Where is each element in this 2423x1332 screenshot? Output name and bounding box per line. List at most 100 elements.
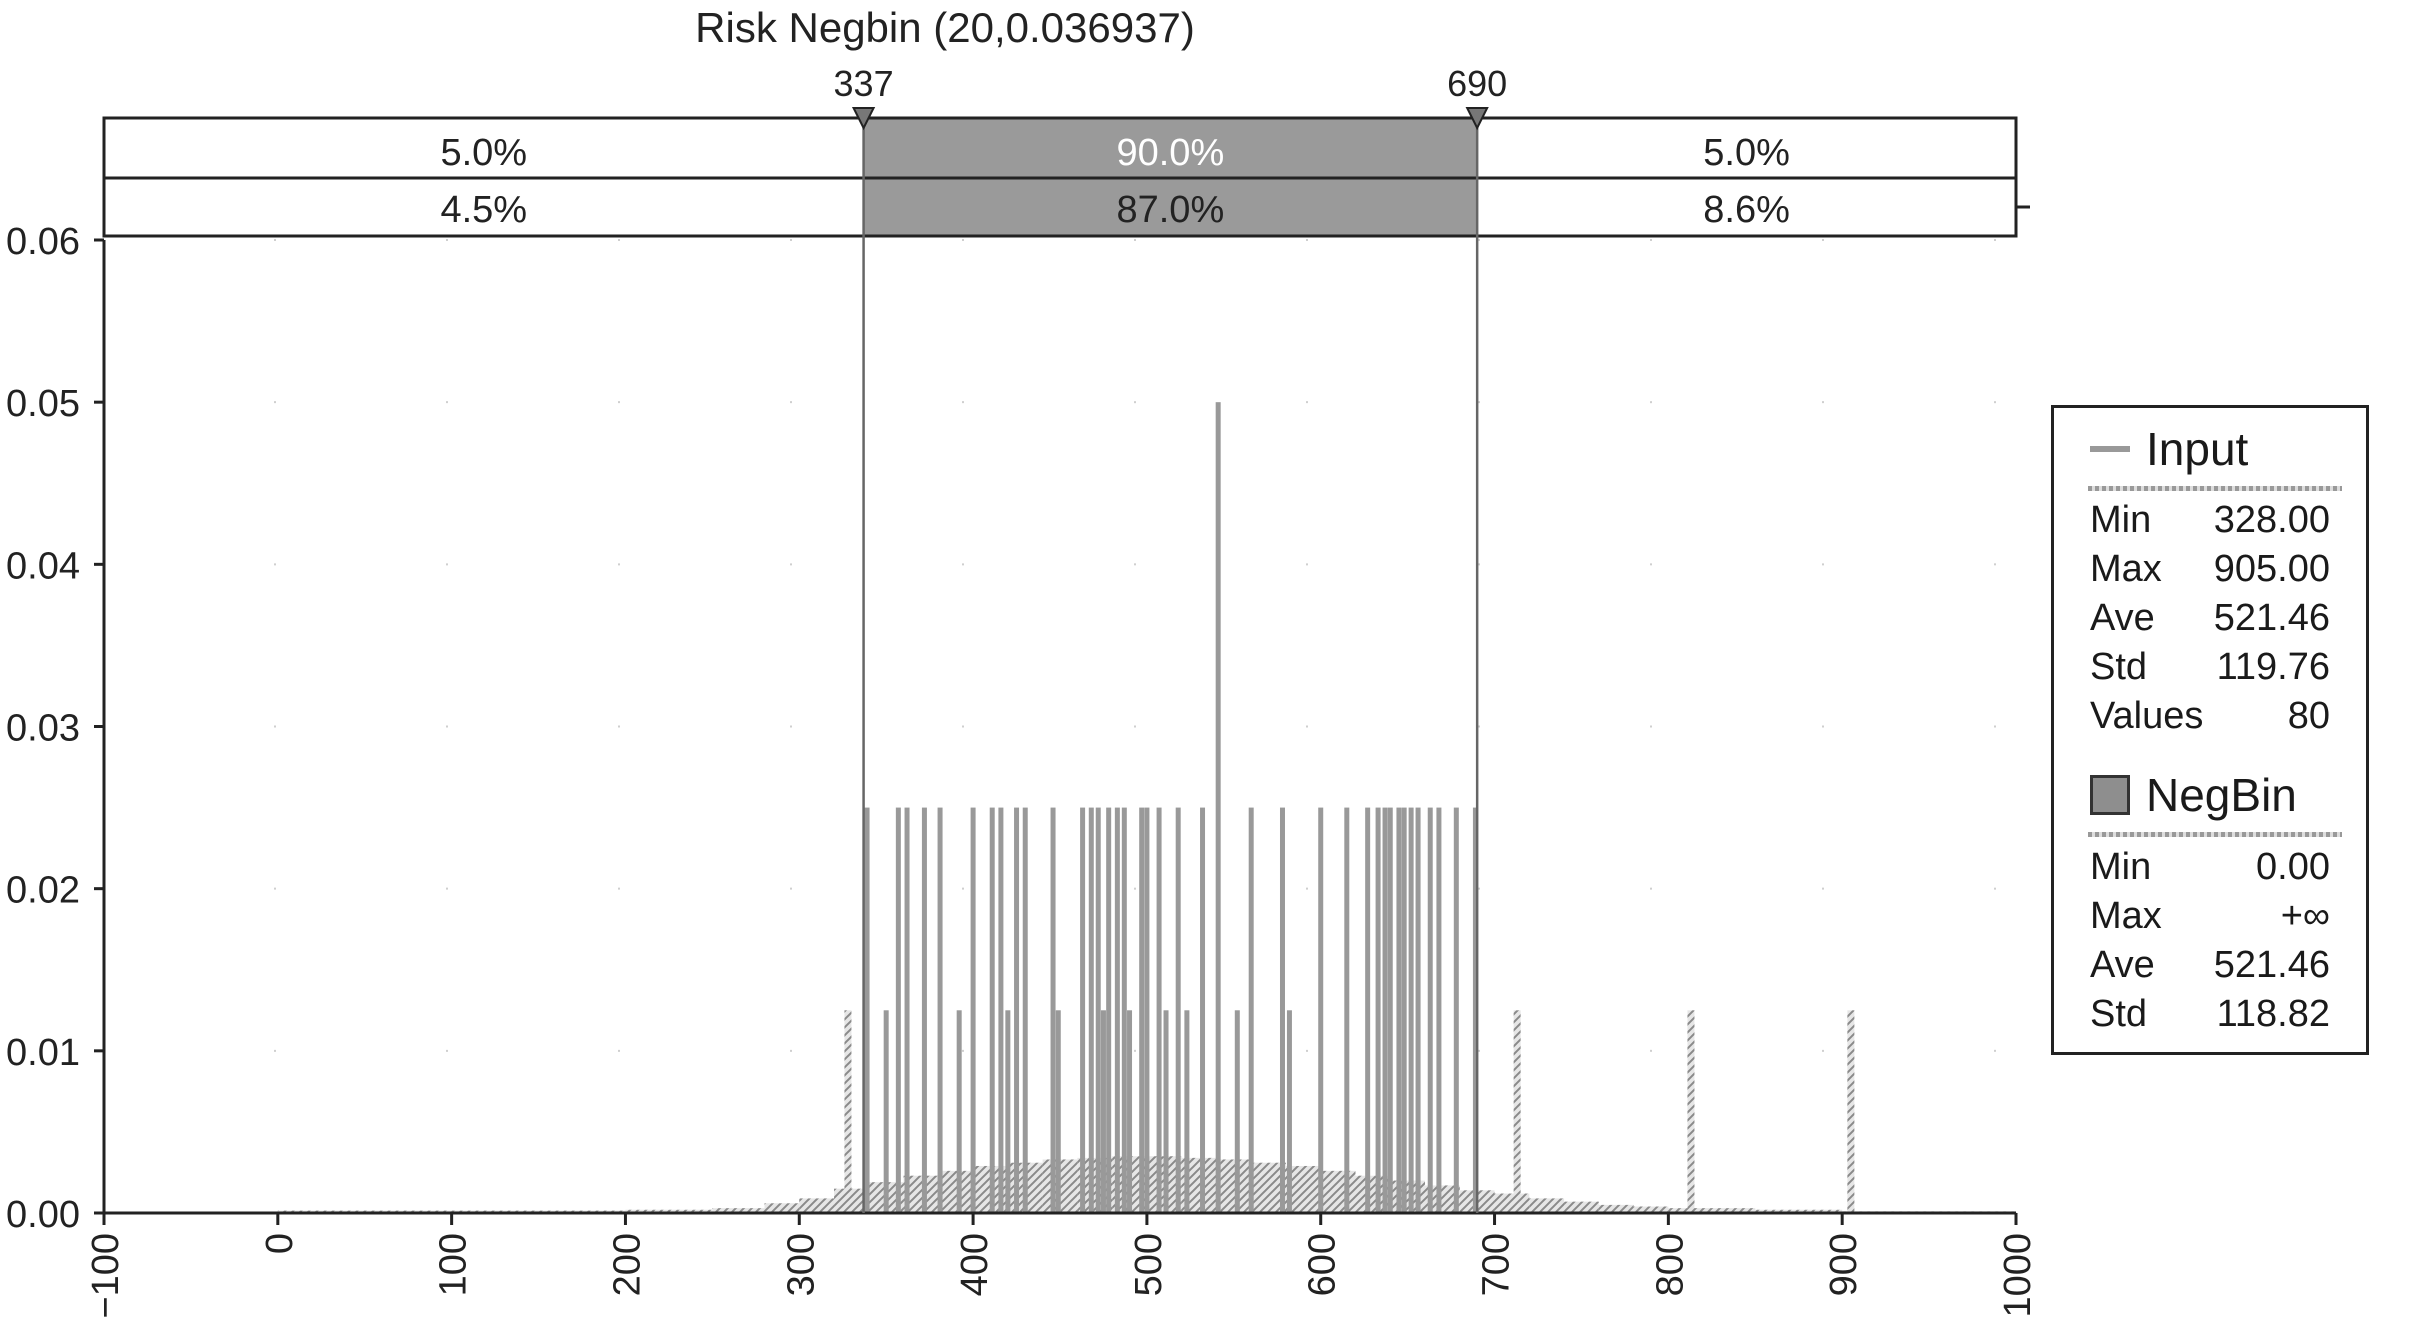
legend-stat-value: 119.76 xyxy=(2216,646,2330,688)
input-bar xyxy=(1453,807,1459,1213)
legend-divider xyxy=(2088,832,2342,837)
input-bar xyxy=(1248,807,1254,1213)
legend-stat-row: Std 118.82 xyxy=(2090,992,2330,1036)
input-bar xyxy=(1401,807,1407,1213)
input-bar xyxy=(1387,807,1393,1213)
input-bar xyxy=(1344,807,1350,1213)
x-tick-label: 0 xyxy=(259,1233,301,1254)
legend-stat-value: 521.46 xyxy=(2213,597,2330,639)
input-bar xyxy=(956,1010,962,1213)
x-tick-label: 600 xyxy=(1302,1233,1344,1296)
negbin-mark xyxy=(1755,1209,1843,1213)
band-label: 87.0% xyxy=(1116,189,1224,231)
input-bar xyxy=(1114,807,1120,1213)
legend-stat-value: 521.46 xyxy=(2213,944,2330,986)
input-bar xyxy=(1513,1010,1521,1213)
x-tick-label: 100 xyxy=(433,1233,475,1296)
input-bar xyxy=(1286,1010,1292,1213)
legend-stat-row: Ave 521.46 xyxy=(2090,596,2330,640)
input-bar xyxy=(904,807,910,1213)
legend-stat-value: 328.00 xyxy=(2213,499,2330,541)
negbin-mark xyxy=(1494,1193,1530,1213)
legend-stat-value: +∞ xyxy=(2280,895,2330,937)
input-bar xyxy=(1014,807,1020,1213)
input-bar xyxy=(1100,1010,1106,1213)
band-label: 8.6% xyxy=(1703,189,1790,231)
input-bar xyxy=(1436,807,1442,1213)
y-tick-label: 0.06 xyxy=(6,221,80,263)
input-bar xyxy=(1175,807,1181,1213)
input-bar xyxy=(1200,807,1206,1213)
input-bar xyxy=(1088,807,1094,1213)
legend-stat-value: 80 xyxy=(2287,695,2330,737)
legend-negbin-name: NegBin xyxy=(2146,769,2297,821)
legend-stat-row: Max +∞ xyxy=(2090,894,2330,938)
axes: 0.00 0.01 0.02 0.03 0.04 0.05 0.06 −100 0 100 200 3… xyxy=(6,221,2039,1319)
input-bar xyxy=(1184,1010,1190,1213)
input-bar xyxy=(1375,807,1381,1213)
input-bar xyxy=(989,807,995,1213)
legend-stat-row: Std 119.76 xyxy=(2090,645,2330,689)
legend-input-swatch xyxy=(2090,446,2130,452)
band-label: 4.5% xyxy=(440,189,527,231)
legend-stat-label: Std xyxy=(2090,646,2148,688)
input-bar xyxy=(1106,807,1112,1213)
legend: Input Min 328.00 Max 905.00 Ave 521.46 Std 119.… xyxy=(2051,405,2369,1055)
marker-triangle xyxy=(851,107,876,131)
legend-input-name: Input xyxy=(2146,423,2249,475)
negbin-mark xyxy=(712,1208,765,1213)
negbin-mark xyxy=(799,1198,835,1213)
input-bar xyxy=(1127,1010,1133,1213)
legend-negbin-title: NegBin xyxy=(2090,768,2297,822)
legend-stat-value: 118.82 xyxy=(2216,993,2330,1035)
y-tick-label: 0.03 xyxy=(6,708,80,750)
input-bar xyxy=(1139,807,1145,1213)
input-bar xyxy=(1121,807,1127,1213)
x-tick-label: 1000 xyxy=(1997,1233,2039,1318)
x-tick-label: 200 xyxy=(606,1233,648,1296)
chart-title: Risk Negbin (20,0.036937) xyxy=(695,4,1195,51)
band-label: 90.0% xyxy=(1116,132,1224,174)
input-bar xyxy=(1382,807,1388,1213)
negbin-mark xyxy=(1529,1198,1565,1213)
negbin-mark xyxy=(764,1203,800,1213)
marker-label: 337 xyxy=(834,63,894,104)
input-bar xyxy=(1279,807,1285,1213)
negbin-mark xyxy=(1320,1170,1356,1213)
legend-stat-row: Max 905.00 xyxy=(2090,547,2330,591)
input-bar xyxy=(1687,1010,1695,1213)
x-tick-label: 800 xyxy=(1649,1233,1691,1296)
input-bar xyxy=(1095,807,1101,1213)
input-bar xyxy=(1215,402,1221,1214)
negbin-mark xyxy=(1598,1204,1634,1213)
negbin-mark xyxy=(625,1209,713,1213)
input-bar xyxy=(1080,807,1086,1213)
legend-stat-label: Max xyxy=(2090,895,2162,937)
x-tick-label: 900 xyxy=(1823,1233,1865,1296)
y-tick-label: 0.04 xyxy=(6,545,80,587)
input-bar xyxy=(1234,1010,1240,1213)
input-bar xyxy=(1055,1010,1061,1213)
negbin-mark xyxy=(1216,1159,1252,1213)
input-bar xyxy=(1318,807,1324,1213)
legend-stat-value: 0.00 xyxy=(2256,846,2330,888)
percent-bands: 5.0% 90.0% 5.0% 4.5% 87.0% 8.6% 337 690 xyxy=(102,63,2030,1213)
input-bar xyxy=(1472,807,1478,1213)
input-bar xyxy=(1408,807,1414,1213)
legend-divider xyxy=(2088,486,2342,491)
input-bar xyxy=(1005,1010,1011,1213)
legend-input-title: Input xyxy=(2090,422,2248,476)
input-bar xyxy=(864,807,870,1213)
x-tick-label: 700 xyxy=(1476,1233,1518,1296)
input-bar xyxy=(1427,807,1433,1213)
legend-stat-label: Min xyxy=(2090,846,2152,888)
legend-stat-row: Min 328.00 xyxy=(2090,498,2330,542)
band-label: 5.0% xyxy=(1703,132,1790,174)
input-bar xyxy=(1156,807,1162,1213)
legend-negbin-swatch xyxy=(2090,775,2130,815)
input-bar xyxy=(883,1010,889,1213)
y-tick-label: 0.01 xyxy=(6,1032,80,1074)
y-tick-label: 0.00 xyxy=(6,1194,80,1236)
input-bar xyxy=(970,807,976,1213)
